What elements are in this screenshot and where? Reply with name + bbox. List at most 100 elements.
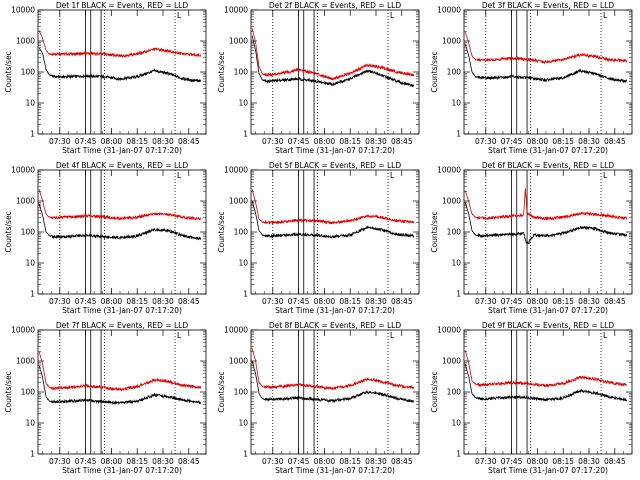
y-tick-label: 10000 [11, 6, 35, 15]
y-tick-label: 10 [238, 259, 248, 268]
x-tick-label: 08:00 [101, 297, 123, 306]
y-tick-label: 10 [25, 259, 35, 268]
plot-frame [250, 329, 420, 455]
y-axis-label: Counts/sec [217, 371, 226, 412]
x-tick-label: 08:00 [314, 457, 336, 466]
y-axis-label: Counts/sec [430, 51, 439, 92]
x-tick-label: 08:15 [339, 137, 361, 146]
y-tick-label: 1000 [16, 357, 35, 366]
plot-frame [463, 9, 633, 135]
y-tick-label: 100 [234, 68, 249, 77]
panel-title: Det 8f BLACK = Events, RED = LLD [269, 321, 402, 330]
l-marker-label: L [390, 171, 395, 180]
y-tick-label: 100 [21, 68, 36, 77]
x-tick-label: 08:00 [101, 137, 123, 146]
y-tick-label: 10000 [11, 326, 35, 335]
y-axis-label: Counts/sec [217, 51, 226, 92]
y-tick-label: 1 [243, 450, 248, 459]
panel-title: Det 3f BLACK = Events, RED = LLD [482, 1, 615, 10]
x-tick-label: 08:45 [178, 297, 200, 306]
y-tick-label: 10000 [224, 166, 248, 175]
x-tick-label: 08:45 [604, 457, 626, 466]
x-tick-label: 08:15 [552, 457, 574, 466]
x-tick-label: 08:45 [604, 297, 626, 306]
x-tick-label: 07:30 [475, 457, 497, 466]
x-tick-label: 08:30 [578, 137, 600, 146]
y-tick-label: 10 [451, 259, 461, 268]
lld-series-line [464, 188, 628, 221]
detector-panel: 1 10 100 1000 10000 07:30 07:45 08:00 08:15 08:30… [217, 1, 420, 155]
l-marker-label: L [603, 11, 608, 20]
x-tick-label: 08:45 [391, 137, 413, 146]
panel-title: Det 9f BLACK = Events, RED = LLD [482, 321, 615, 330]
y-tick-label: 100 [234, 388, 249, 397]
x-tick-label: 08:15 [552, 137, 574, 146]
y-tick-label: 1 [30, 450, 35, 459]
events-series-line [251, 360, 415, 404]
y-tick-label: 1000 [229, 357, 248, 366]
y-tick-label: 10 [25, 99, 35, 108]
y-axis-label: Counts/sec [4, 211, 13, 252]
lld-series-line [38, 189, 202, 221]
x-tick-label: 08:30 [578, 297, 600, 306]
events-series-line [464, 202, 628, 245]
y-tick-label: 1000 [442, 37, 461, 46]
x-tick-label: 08:00 [527, 137, 549, 146]
x-tick-label: 08:30 [152, 137, 174, 146]
lld-series-line [38, 351, 202, 392]
detector-panel: 1 10 100 1000 10000 07:30 07:45 08:00 08:15 08:30… [430, 321, 633, 475]
x-tick-label: 08:15 [552, 297, 574, 306]
x-tick-label: 08:15 [339, 457, 361, 466]
lld-series-line [251, 28, 415, 81]
x-tick-label: 08:15 [126, 457, 148, 466]
y-tick-label: 10 [238, 419, 248, 428]
detector-panel: 1 10 100 1000 10000 07:30 07:45 08:00 08:15 08:30… [4, 1, 207, 155]
l-marker-label: L [390, 11, 395, 20]
events-series-line [39, 47, 202, 83]
x-tick-label: 08:15 [126, 297, 148, 306]
events-series-line [464, 363, 628, 402]
events-series-line [251, 35, 415, 88]
x-tick-label: 07:30 [475, 297, 497, 306]
y-tick-label: 1 [456, 450, 461, 459]
lld-series-line [464, 350, 627, 388]
l-marker-label: L [177, 11, 182, 20]
x-tick-label: 07:45 [75, 137, 97, 146]
y-tick-label: 10 [25, 419, 35, 428]
x-tick-label: 07:30 [475, 137, 497, 146]
y-axis-label: Counts/sec [4, 51, 13, 92]
plot-frame [250, 169, 420, 295]
plot-frame [37, 169, 207, 295]
events-series-line [38, 203, 202, 241]
detector-panel: 1 10 100 1000 10000 07:30 07:45 08:00 08:15 08:30… [430, 1, 633, 155]
detector-panel: 1 10 100 1000 10000 07:30 07:45 08:00 08:15 08:30… [4, 161, 207, 315]
x-tick-label: 08:30 [365, 457, 387, 466]
x-tick-label: 08:30 [152, 297, 174, 306]
x-tick-label: 07:45 [501, 137, 523, 146]
y-tick-label: 100 [447, 388, 462, 397]
x-axis-label: Start Time (31-Jan-07 07:17:20) [62, 146, 182, 155]
plot-frame [37, 329, 207, 455]
detector-panel: 1 10 100 1000 10000 07:30 07:45 08:00 08:15 08:30… [4, 321, 207, 475]
x-tick-label: 08:45 [178, 137, 200, 146]
x-axis-label: Start Time (31-Jan-07 07:17:20) [275, 306, 395, 315]
x-tick-label: 07:30 [49, 297, 71, 306]
panel-title: Det 2f BLACK = Events, RED = LLD [269, 1, 402, 10]
y-tick-label: 1000 [16, 197, 35, 206]
y-tick-label: 100 [21, 388, 36, 397]
detector-panel: 1 10 100 1000 10000 07:30 07:45 08:00 08:15 08:30… [430, 161, 633, 315]
y-tick-label: 1000 [442, 357, 461, 366]
x-tick-label: 08:15 [126, 137, 148, 146]
x-tick-label: 08:30 [578, 457, 600, 466]
y-tick-label: 100 [21, 228, 36, 237]
y-tick-label: 10000 [437, 326, 461, 335]
x-tick-label: 08:45 [604, 137, 626, 146]
y-tick-label: 100 [447, 68, 462, 77]
y-tick-label: 1 [30, 290, 35, 299]
lld-series-line [464, 31, 628, 65]
events-series-line [251, 200, 415, 239]
x-tick-label: 08:45 [391, 457, 413, 466]
y-tick-label: 10 [451, 99, 461, 108]
y-tick-label: 10 [238, 99, 248, 108]
